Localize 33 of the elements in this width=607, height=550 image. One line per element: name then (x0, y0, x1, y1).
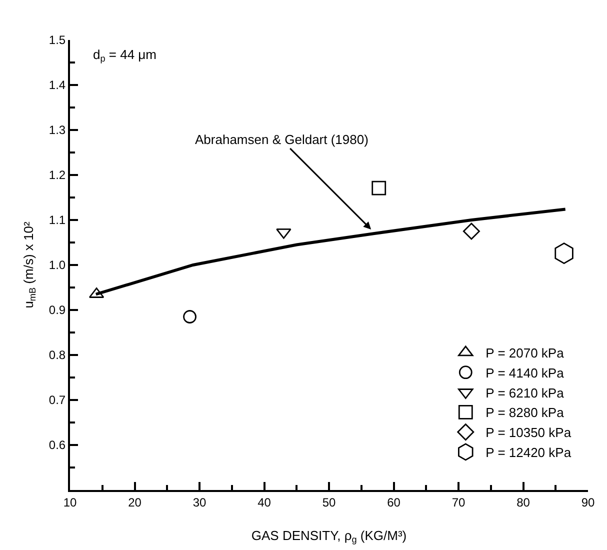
x-tick-label: 40 (258, 495, 272, 510)
x-tick-label: 70 (452, 495, 466, 510)
annotation: Abrahamsen & Geldart (1980) (195, 132, 368, 147)
x-tick-label: 10 (63, 495, 77, 510)
legend-label: P = 2070 kPa (486, 346, 565, 361)
point (372, 180, 386, 196)
y-tick-label: 0.8 (48, 348, 66, 362)
point (183, 310, 196, 324)
annotation: d$_{p}$ = 44 μm (93, 47, 157, 64)
point (462, 222, 480, 240)
point (554, 242, 574, 264)
legend-label: P = 10350 kPa (486, 425, 572, 440)
x-tick-label: 50 (322, 495, 336, 510)
y-tick-label: 1.4 (48, 78, 66, 92)
legend-label: P = 6210 kPa (486, 385, 565, 400)
y-tick-label: 0.9 (48, 303, 66, 318)
x-tick-label: 80 (516, 495, 530, 510)
legend-label: P = 8280 kPa (486, 405, 565, 420)
legend-label: P = 4140 kPa (486, 365, 565, 380)
y-tick-label: 1.0 (48, 258, 66, 272)
y-tick-label: 1.3 (48, 123, 66, 138)
point (276, 228, 292, 239)
x-tick-label: 20 (128, 495, 142, 510)
x-axis-title: GAS DENSITY, ρ$_{g}$ (KG/M³) (251, 528, 407, 545)
legend-label: P = 12420 kPa (486, 445, 572, 460)
x-tick-label: 60 (387, 495, 401, 510)
y-tick-label: 1.2 (48, 168, 66, 182)
y-tick-label: 1.5 (48, 33, 66, 48)
y-tick-label: 1.1 (48, 213, 66, 228)
x-tick-label: 90 (581, 495, 595, 510)
y-tick-label: 0.7 (48, 393, 66, 408)
x-tick-label: 30 (192, 495, 206, 510)
y-tick-label: 0.6 (48, 438, 66, 452)
